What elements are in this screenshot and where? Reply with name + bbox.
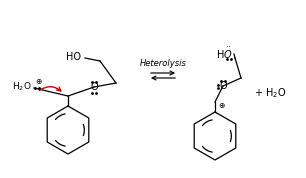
Text: H$_2$O: H$_2$O xyxy=(12,81,32,93)
Text: $\oplus$: $\oplus$ xyxy=(218,101,226,109)
Text: H$\ddot{O}$: H$\ddot{O}$ xyxy=(216,45,232,61)
Text: Heterolysis: Heterolysis xyxy=(140,59,186,68)
Text: $\oplus$: $\oplus$ xyxy=(35,77,43,85)
Text: $+\ $H$_2$O: $+\ $H$_2$O xyxy=(254,86,286,100)
Text: O: O xyxy=(90,82,98,92)
Text: HO: HO xyxy=(66,52,81,62)
Text: O: O xyxy=(219,81,227,91)
